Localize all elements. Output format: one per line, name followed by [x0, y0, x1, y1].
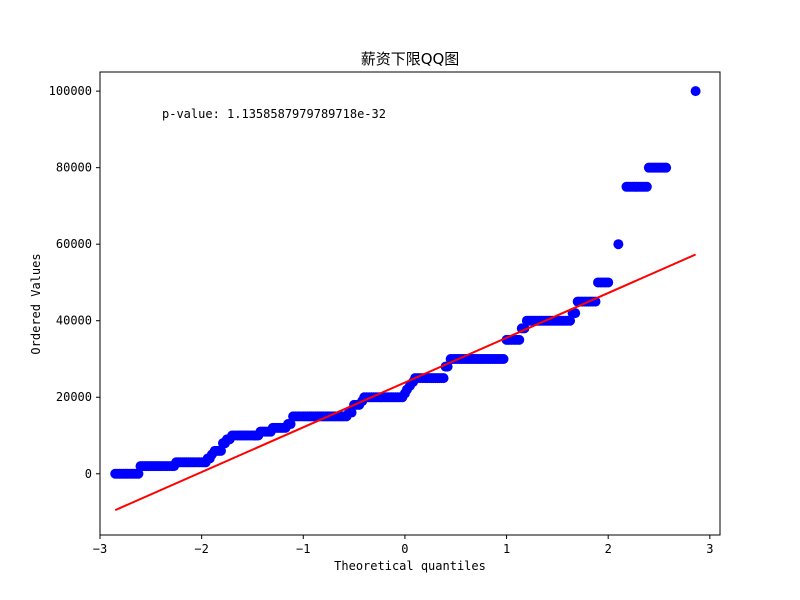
data-point: [346, 407, 357, 418]
data-point: [613, 239, 624, 250]
x-tick-label: −3: [93, 542, 107, 556]
data-point: [661, 162, 672, 173]
data-point: [514, 334, 525, 345]
y-axis: 0 20000 40000 60000 80000 100000: [49, 84, 100, 481]
x-tick-label: −2: [194, 542, 208, 556]
y-axis-label: Ordered Values: [29, 253, 43, 354]
data-point: [603, 277, 614, 288]
x-axis: −3 −2 −1 0 1 2 3: [93, 535, 713, 556]
data-point: [438, 373, 449, 384]
data-point: [565, 315, 576, 326]
data-point: [641, 181, 652, 192]
x-tick-label: 2: [605, 542, 612, 556]
data-point: [570, 308, 581, 319]
x-tick-label: −1: [296, 542, 310, 556]
y-tick-label: 40000: [56, 314, 92, 328]
x-axis-label: Theoretical quantiles: [334, 559, 486, 573]
p-value-annotation: p-value: 1.1358587979789718e-32: [162, 107, 386, 121]
plot-frame: [99, 71, 721, 536]
data-point: [133, 468, 144, 479]
x-tick-label: 3: [706, 542, 713, 556]
data-point: [690, 86, 701, 97]
x-tick-label: 0: [401, 542, 408, 556]
y-tick-label: 20000: [56, 390, 92, 404]
y-tick-label: 60000: [56, 237, 92, 251]
data-point: [498, 353, 509, 364]
data-point: [285, 419, 296, 430]
y-tick-label: 0: [85, 467, 92, 481]
x-tick-label: 1: [503, 542, 510, 556]
fit-line: [114, 253, 697, 512]
plot-area: [110, 86, 701, 512]
data-point: [215, 445, 226, 456]
y-tick-label: 100000: [49, 84, 92, 98]
chart-title: 薪资下限QQ图: [361, 50, 460, 68]
y-tick-label: 80000: [56, 161, 92, 175]
